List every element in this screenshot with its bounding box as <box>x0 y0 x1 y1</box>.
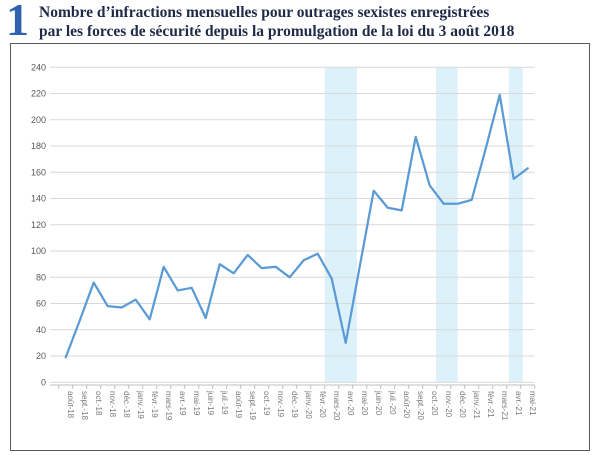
x-axis-tick-label: nov.-18 <box>108 391 117 418</box>
y-axis-tick-label: 20 <box>36 351 46 361</box>
x-axis-tick-label: mars-19 <box>164 391 173 421</box>
y-axis-tick-label: 160 <box>31 167 46 177</box>
figure-number: 1 <box>6 0 29 45</box>
figure-title-line-1: Nombre d’infractions mensuelles pour out… <box>39 4 490 21</box>
y-axis-tick-label: 180 <box>31 141 46 151</box>
y-axis-tick-label: 200 <box>31 115 46 125</box>
x-axis-tick-label: oct.-18 <box>94 391 103 416</box>
y-axis-tick-label: 60 <box>36 299 46 309</box>
x-axis-tick-label: sept.-20 <box>416 391 425 420</box>
figure-header: 1 Nombre d’infractions mensuelles pour o… <box>6 0 598 45</box>
x-axis-tick-label: avr.-21 <box>514 391 523 416</box>
x-axis-tick-label: déc.-20 <box>458 391 467 418</box>
figure-title-line-2: par les forces de sécurité depuis la pro… <box>39 23 515 40</box>
x-axis-tick-label: févr.-20 <box>318 391 327 418</box>
x-axis-tick-label: déc.-18 <box>122 391 131 418</box>
line-chart: 0 20 40 60 80 100 120 140 160 180 200 220 240 août-18… <box>31 62 537 421</box>
x-axis-tick-label: déc.-19 <box>290 391 299 418</box>
x-axis-tick-label: oct.-19 <box>262 391 271 416</box>
x-axis-tick-label: janv.-19 <box>136 390 145 419</box>
y-axis-tick-label: 140 <box>31 194 46 204</box>
x-axis-tick-label: sept.-18 <box>80 391 89 420</box>
x-axis-tick-label: mai-21 <box>528 391 537 416</box>
x-axis-tick-label: sept.-19 <box>248 391 257 420</box>
x-axis-tick-label: août-18 <box>66 391 75 419</box>
y-axis-tick-label: 80 <box>36 272 46 282</box>
x-axis-tick-label: nov.-19 <box>276 391 285 418</box>
y-axis-tick-label: 40 <box>36 325 46 335</box>
chart-box: 0 20 40 60 80 100 120 140 160 180 200 220 240 août-18… <box>10 43 590 451</box>
x-axis-tick-label: mai-19 <box>192 391 201 416</box>
data-series-line <box>64 93 529 359</box>
x-axis-tick-label: mars-20 <box>332 391 341 421</box>
x-axis-tick-label: févr.-21 <box>486 391 495 418</box>
x-axis-tick-label: oct.-20 <box>430 391 439 416</box>
x-axis-tick-label: juil.-20 <box>388 390 397 415</box>
x-axis-tick-label: janv.-20 <box>304 390 313 419</box>
x-axis-tick-label: juin-19 <box>206 390 215 416</box>
x-axis-tick-label: juin-20 <box>374 390 383 416</box>
y-axis-tick-label: 100 <box>31 246 46 256</box>
x-axis-tick-label: août-20 <box>402 391 411 419</box>
x-axis-tick-label: nov.-20 <box>444 391 453 418</box>
x-axis-tick-label: avr.-19 <box>178 391 187 416</box>
y-axis-tick-label: 120 <box>31 220 46 230</box>
x-axis-tick-label: janv.-21 <box>472 390 481 419</box>
x-axis-tick-label: juil.-19 <box>220 390 229 415</box>
x-axis-tick-label: avr.-20 <box>346 391 355 416</box>
x-axis-tick-label: août-19 <box>234 391 243 419</box>
x-axis-tick-label: févr.-19 <box>150 391 159 418</box>
y-axis-tick-label: 240 <box>31 62 46 72</box>
x-axis-tick-label: mars-21 <box>500 391 509 421</box>
y-axis-tick-label: 220 <box>31 89 46 99</box>
y-axis-tick-label: 0 <box>41 377 46 387</box>
figure-title: Nombre d’infractions mensuelles pour out… <box>39 3 514 41</box>
x-axis-tick-label: mai-20 <box>360 391 369 416</box>
